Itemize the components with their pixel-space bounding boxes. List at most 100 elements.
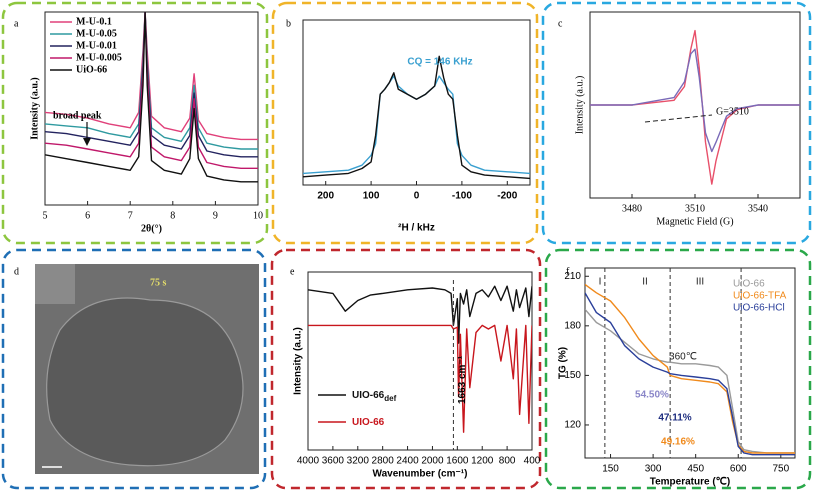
x-tick-label: 0 (414, 191, 420, 202)
x-tick-label: 2000 (421, 456, 444, 467)
x-tick-label: 1600 (446, 456, 469, 467)
image-annotation: 75 s (150, 277, 167, 288)
legend-label: UIO-66 (352, 417, 385, 428)
series-line (585, 308, 795, 454)
panel-label: d (14, 266, 19, 277)
y-tick-label: 150 (564, 370, 581, 381)
plot-area (303, 55, 530, 180)
x-axis-label: ²H / kHz (398, 223, 435, 234)
x-tick-label: 100 (363, 191, 380, 202)
plot-area (308, 285, 532, 433)
x-tick-label: 9 (213, 210, 218, 221)
y-tick-label: 210 (564, 271, 581, 282)
annotation-line (644, 114, 713, 123)
x-tick-label: -200 (497, 191, 517, 202)
x-tick-label: 2800 (372, 456, 395, 467)
annotation: I (599, 277, 602, 288)
panel-label: b (286, 18, 291, 29)
x-tick-label: -100 (452, 191, 472, 202)
x-tick-label: 5 (43, 210, 48, 221)
plot-frame (307, 271, 533, 451)
series-line (303, 55, 530, 180)
panel-border (1, 248, 267, 490)
annotation: III (696, 277, 704, 288)
annotation: 360℃ (669, 352, 697, 363)
x-axis-label: Wavenumber (cm⁻¹) (373, 469, 468, 480)
plot-area (590, 29, 800, 185)
panel-border (271, 1, 539, 245)
panel-label: f (566, 266, 570, 277)
x-tick-label: 8 (170, 210, 175, 221)
series-line (308, 285, 532, 344)
annotation: 49.16% (661, 437, 695, 448)
x-tick-label: 450 (687, 464, 704, 475)
x-tick-label: 750 (772, 464, 789, 475)
legend-label: M-U-0.05 (76, 28, 117, 39)
panel-border (544, 248, 812, 490)
y-axis-label: Intensity (a.u.) (29, 77, 40, 140)
panel-border (541, 1, 812, 245)
x-tick-label: 3480 (622, 203, 642, 214)
legend-label: UiO-66 (76, 64, 107, 75)
arrow-head (83, 138, 91, 146)
annotation: 54.50% (635, 390, 669, 401)
x-tick-label: 10 (253, 210, 263, 221)
x-tick-label: 150 (602, 464, 619, 475)
annotation: G=3510 (716, 106, 749, 117)
panel-border (1, 1, 269, 245)
y-axis-label: Intensity (a.u.) (293, 327, 304, 395)
x-tick-label: 2400 (396, 456, 419, 467)
legend-label: UiO-66-HCl (733, 303, 785, 314)
x-tick-label: 4000 (297, 456, 320, 467)
legend-label: UiO-66-TFA (733, 291, 787, 302)
annotation: II (642, 277, 648, 288)
y-tick-label: 120 (564, 420, 581, 431)
tem-image (35, 264, 259, 474)
annotation: 47.11% (658, 413, 691, 424)
series-line (308, 324, 532, 433)
x-axis-label: 2θ(°) (141, 223, 162, 234)
plot-frame (584, 267, 796, 459)
series-line (585, 292, 795, 456)
x-tick-label: 3200 (347, 456, 370, 467)
annotation: 1663 cm⁻¹ (457, 355, 468, 404)
x-tick-label: 1200 (471, 456, 494, 467)
legend-label: M-U-0.005 (76, 52, 122, 63)
y-axis-label: Intensity (a.u.) (574, 76, 585, 135)
particle (46, 297, 244, 467)
plot-frame (302, 19, 531, 186)
legend-label: M-U-0.1 (76, 16, 112, 27)
x-tick-label: 3510 (685, 203, 705, 214)
x-axis-label: Temperature (℃) (650, 477, 731, 488)
series-line (45, 12, 258, 141)
legend-subscript: def (384, 394, 396, 403)
x-tick-label: 3540 (748, 203, 768, 214)
image-corner (35, 264, 75, 304)
legend-label: M-U-0.01 (76, 40, 117, 51)
x-tick-label: 3600 (322, 456, 345, 467)
x-tick-label: 7 (128, 210, 133, 221)
plot-area (585, 283, 795, 456)
x-axis-label: Magnetic Field (G) (656, 216, 733, 227)
annotation: CQ = 146 KHz (407, 57, 472, 68)
x-tick-label: 200 (317, 191, 334, 202)
series-line (45, 12, 258, 183)
series-line (303, 75, 530, 175)
x-tick-label: 400 (524, 456, 541, 467)
panel-label: a (14, 18, 19, 29)
panel-border (270, 248, 542, 490)
annotation: broad peak (53, 110, 102, 121)
x-tick-label: 600 (730, 464, 747, 475)
x-tick-label: 800 (499, 456, 516, 467)
x-tick-label: 300 (645, 464, 662, 475)
x-tick-label: 6 (85, 210, 90, 221)
legend-label: UiO-66 (733, 279, 765, 290)
plot-frame (44, 11, 259, 206)
plot-area (45, 12, 258, 183)
y-tick-label: 180 (564, 320, 581, 331)
legend-name: UIO-66 (352, 417, 385, 428)
series-line (585, 283, 795, 454)
panel-label: c (558, 18, 563, 29)
